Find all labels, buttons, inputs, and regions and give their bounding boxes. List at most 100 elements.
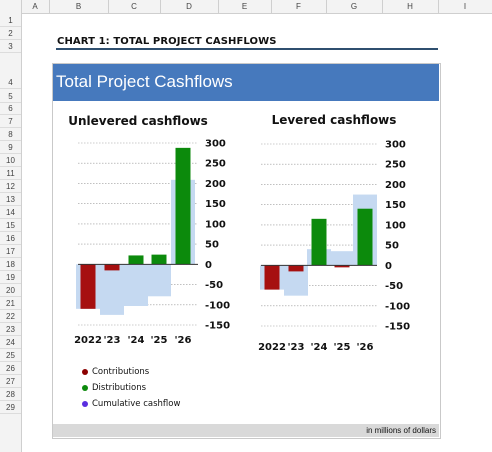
row-header-17[interactable]: 17 — [6, 247, 15, 256]
contribution-bar — [80, 264, 96, 309]
column-header-D[interactable]: D — [186, 2, 192, 11]
y-tick-label: 250 — [385, 160, 406, 171]
y-tick-label: -150 — [385, 322, 410, 333]
x-tick-label: '23 — [104, 335, 121, 346]
contribution-bar — [334, 265, 350, 268]
y-tick-label: 50 — [205, 240, 219, 251]
row-divider — [0, 270, 21, 271]
row-header-19[interactable]: 19 — [6, 273, 15, 282]
banner-title: Total Project Cashflows — [56, 72, 233, 91]
cumulative-bar — [330, 251, 354, 266]
row-header-16[interactable]: 16 — [6, 234, 15, 243]
contributions-dot-icon — [82, 368, 88, 375]
column-header-F[interactable]: F — [296, 2, 301, 11]
column-divider — [160, 0, 161, 13]
row-header-23[interactable]: 23 — [6, 325, 15, 334]
column-header-H[interactable]: H — [407, 2, 413, 11]
row-divider — [0, 387, 21, 388]
column-header-E[interactable]: E — [241, 2, 248, 11]
legend-label: Distributions — [92, 382, 147, 393]
legend-item-contributions: Contributions — [82, 363, 149, 381]
column-header-C[interactable]: C — [131, 2, 137, 11]
row-header-1[interactable]: 1 — [8, 16, 13, 25]
row-header-7[interactable]: 7 — [8, 117, 13, 126]
y-tick-label: -50 — [385, 281, 403, 292]
row-header-27[interactable]: 27 — [6, 377, 15, 386]
column-header-I[interactable]: I — [463, 2, 467, 11]
y-tick-label: 50 — [385, 241, 399, 252]
row-header-28[interactable]: 28 — [6, 390, 15, 399]
row-header-6[interactable]: 6 — [8, 104, 13, 113]
chart-banner — [53, 64, 439, 101]
y-tick-label: 0 — [205, 260, 212, 271]
row-divider — [0, 257, 21, 258]
cumulative-bar — [147, 264, 171, 297]
row-divider — [0, 52, 21, 53]
x-tick-label: '26 — [357, 342, 374, 353]
sheet-title: CHART 1: TOTAL PROJECT CASHFLOWS — [57, 36, 277, 47]
y-tick-label: -100 — [385, 301, 410, 312]
x-tick-label: '26 — [175, 335, 192, 346]
row-divider — [0, 309, 21, 310]
row-divider — [0, 166, 21, 167]
x-tick-label: '23 — [288, 342, 305, 353]
row-header-5[interactable]: 5 — [8, 92, 13, 101]
column-divider — [49, 0, 50, 13]
row-header-24[interactable]: 24 — [6, 338, 15, 347]
row-divider — [0, 283, 21, 284]
legend-item-cumulative: Cumulative cashflow — [82, 395, 180, 413]
footer-bar — [53, 424, 439, 437]
row-header-26[interactable]: 26 — [6, 364, 15, 373]
row-header-8[interactable]: 8 — [8, 130, 13, 139]
column-header-B[interactable]: B — [75, 2, 82, 11]
contribution-bar — [288, 265, 304, 272]
row-divider — [0, 322, 21, 323]
column-divider — [108, 0, 109, 13]
row-header-13[interactable]: 13 — [6, 195, 15, 204]
legend-item-distributions: Distributions — [82, 379, 146, 397]
distribution-bar — [175, 147, 191, 265]
y-tick-label: 0 — [385, 261, 392, 272]
column-header-bar: A B C D E F G H I — [0, 0, 492, 14]
row-header-15[interactable]: 15 — [6, 221, 15, 230]
row-header-2[interactable]: 2 — [8, 29, 13, 38]
row-header-3[interactable]: 3 — [8, 42, 13, 51]
row-header-11[interactable]: 11 — [6, 169, 15, 178]
row-header-10[interactable]: 10 — [6, 156, 15, 165]
y-tick-label: 150 — [385, 200, 406, 211]
x-tick-label: '24 — [128, 335, 145, 346]
row-header-14[interactable]: 14 — [6, 208, 15, 217]
row-header-25[interactable]: 25 — [6, 351, 15, 360]
row-header-12[interactable]: 12 — [6, 182, 15, 191]
row-header-4[interactable]: 4 — [8, 78, 13, 87]
x-tick-label: '25 — [151, 335, 168, 346]
row-header-20[interactable]: 20 — [6, 286, 15, 295]
cumulative-bar — [100, 264, 124, 315]
row-header-22[interactable]: 22 — [6, 312, 15, 321]
row-divider — [0, 400, 21, 401]
y-tick-label: 200 — [205, 179, 226, 190]
row-header-9[interactable]: 9 — [8, 143, 13, 152]
row-divider — [0, 39, 21, 40]
row-divider — [0, 244, 21, 245]
row-header-18[interactable]: 18 — [6, 260, 15, 269]
column-divider — [21, 0, 22, 13]
row-divider — [0, 231, 21, 232]
x-tick-label: 2022 — [74, 335, 102, 346]
y-tick-label: 250 — [205, 159, 226, 170]
title-underline — [56, 48, 438, 50]
column-divider — [326, 0, 327, 13]
row-divider — [0, 179, 21, 180]
y-tick-label: 150 — [205, 199, 226, 210]
x-tick-label: 2022 — [258, 342, 286, 353]
row-divider — [0, 127, 21, 128]
row-header-29[interactable]: 29 — [6, 403, 15, 412]
distribution-bar — [128, 255, 144, 265]
column-divider — [271, 0, 272, 13]
row-header-21[interactable]: 21 — [6, 299, 15, 308]
row-divider — [0, 374, 21, 375]
column-header-A[interactable]: A — [32, 2, 38, 11]
row-divider — [0, 218, 21, 219]
column-header-G[interactable]: G — [350, 2, 358, 11]
